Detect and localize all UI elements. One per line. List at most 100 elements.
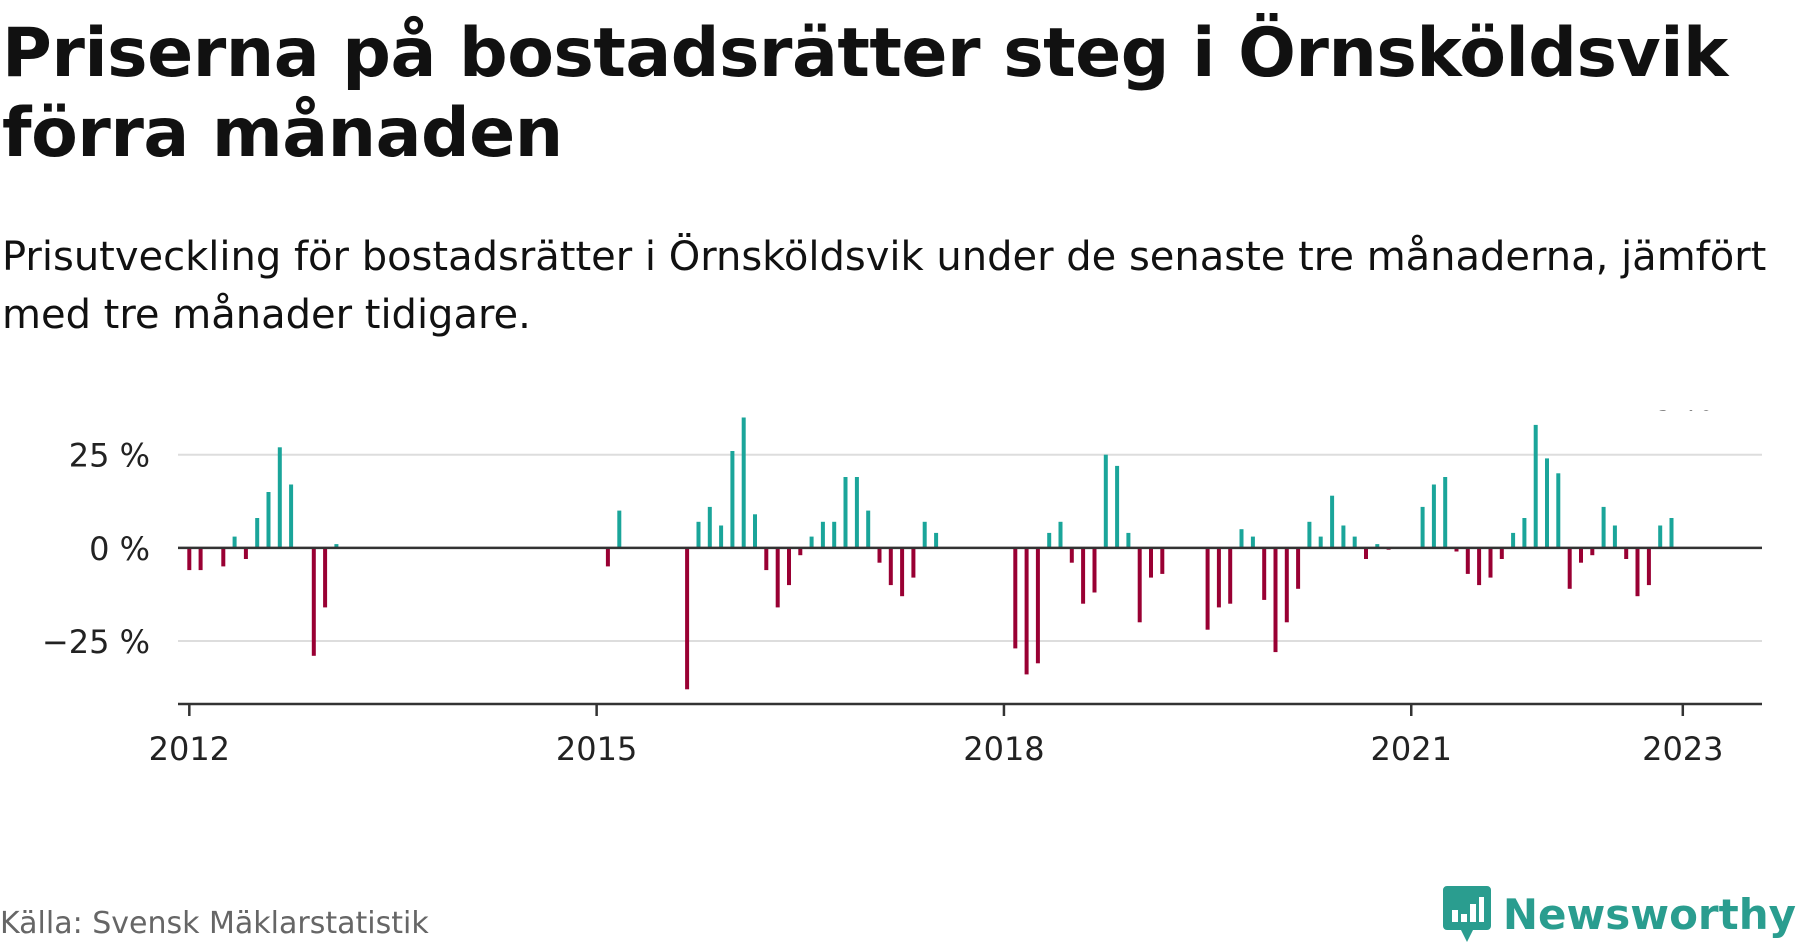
bar bbox=[922, 521, 927, 548]
bar bbox=[1669, 518, 1674, 548]
bar bbox=[888, 547, 893, 586]
x-tick-label: 2015 bbox=[556, 730, 637, 768]
bar bbox=[1567, 547, 1572, 589]
bar bbox=[334, 544, 339, 548]
bar bbox=[255, 518, 260, 548]
bar bbox=[1137, 547, 1142, 623]
bar bbox=[1443, 477, 1448, 548]
bar bbox=[832, 521, 837, 548]
bar bbox=[1465, 547, 1470, 574]
bar bbox=[1420, 506, 1425, 548]
bar bbox=[1047, 532, 1052, 548]
y-tick-label: −25 % bbox=[42, 623, 150, 661]
bar bbox=[1624, 547, 1629, 559]
chart-title: Priserna på bostadsrätter steg i Örnsköl… bbox=[2, 14, 1728, 173]
bar bbox=[605, 547, 610, 567]
bar bbox=[1646, 547, 1651, 586]
bar bbox=[854, 477, 859, 548]
bar bbox=[685, 547, 690, 690]
bar bbox=[798, 547, 803, 556]
bar bbox=[1635, 547, 1640, 597]
chart-subtitle: Prisutveckling för bostadsrätter i Örnsk… bbox=[2, 234, 1767, 338]
bar bbox=[198, 547, 203, 571]
bar bbox=[1273, 547, 1278, 653]
bar bbox=[1250, 536, 1255, 548]
y-tick-label: 0 % bbox=[89, 530, 150, 568]
bar bbox=[243, 547, 248, 559]
bar bbox=[1035, 547, 1040, 664]
bar bbox=[877, 547, 882, 563]
axes bbox=[178, 546, 1762, 716]
bar bbox=[266, 492, 271, 548]
bar bbox=[1262, 547, 1267, 600]
bar bbox=[696, 521, 701, 548]
bar bbox=[1205, 547, 1210, 630]
bar bbox=[1352, 536, 1357, 548]
bar bbox=[1092, 547, 1097, 593]
bar bbox=[1612, 525, 1617, 548]
bar bbox=[1488, 547, 1493, 578]
bar bbox=[1081, 547, 1086, 604]
bar bbox=[1115, 465, 1120, 548]
bar bbox=[1330, 495, 1335, 548]
bar bbox=[232, 536, 237, 548]
x-tick-label: 2012 bbox=[149, 730, 230, 768]
bar bbox=[1239, 529, 1244, 548]
bar bbox=[289, 484, 294, 548]
bar bbox=[277, 447, 282, 548]
x-tick-label: 2021 bbox=[1371, 730, 1452, 768]
bar bbox=[1058, 521, 1063, 548]
bar bbox=[1228, 547, 1233, 604]
bar bbox=[1658, 525, 1663, 548]
bar bbox=[1556, 473, 1561, 548]
latest-value-annotation: 8 % bbox=[1652, 410, 1713, 418]
bar bbox=[1296, 547, 1301, 589]
bar bbox=[1522, 518, 1527, 548]
bars bbox=[187, 417, 1674, 690]
x-tick-label: 2018 bbox=[963, 730, 1044, 768]
bar bbox=[1126, 532, 1131, 548]
bar bbox=[1069, 547, 1074, 563]
brand-logo: Newsworthy bbox=[1442, 886, 1796, 942]
x-tick-label: 2023 bbox=[1642, 730, 1723, 768]
brand-name: Newsworthy bbox=[1502, 889, 1796, 939]
bar bbox=[1511, 532, 1516, 548]
labels: −25 % 0 % 25 % 2012 2015 2018 2021 2023 8 % bbox=[42, 410, 1724, 768]
bar bbox=[1024, 547, 1029, 675]
bar bbox=[809, 536, 814, 548]
source-note: Källa: Svensk Mäklarstatistik bbox=[0, 906, 429, 941]
bar bbox=[187, 547, 192, 571]
bar bbox=[1375, 544, 1380, 548]
bar bbox=[730, 451, 735, 548]
bar bbox=[1477, 547, 1482, 586]
bar bbox=[843, 477, 848, 548]
bar bbox=[1499, 547, 1504, 559]
bar bbox=[617, 510, 622, 548]
bar bbox=[1160, 547, 1165, 574]
bar bbox=[741, 417, 746, 548]
bar bbox=[1601, 506, 1606, 548]
bar bbox=[1149, 547, 1153, 578]
bar bbox=[707, 506, 712, 548]
bar bbox=[764, 547, 769, 571]
bar bbox=[1307, 521, 1312, 548]
bar bbox=[911, 547, 916, 578]
bar bbox=[900, 547, 905, 597]
bar bbox=[323, 547, 328, 608]
bar bbox=[1318, 536, 1323, 548]
bar bbox=[1216, 547, 1221, 608]
bar bbox=[1284, 547, 1289, 623]
bar bbox=[1533, 424, 1538, 548]
bar bbox=[1545, 458, 1549, 548]
bar bbox=[1431, 484, 1436, 548]
bar bbox=[221, 547, 226, 567]
y-tick-label: 25 % bbox=[69, 437, 150, 475]
bar bbox=[1341, 525, 1346, 548]
bar bbox=[1454, 547, 1459, 552]
bar bbox=[1590, 547, 1595, 556]
bar bbox=[934, 532, 939, 548]
bar bbox=[866, 510, 871, 548]
bar bbox=[775, 547, 780, 608]
bar bbox=[719, 525, 724, 548]
bar bbox=[1364, 547, 1368, 559]
